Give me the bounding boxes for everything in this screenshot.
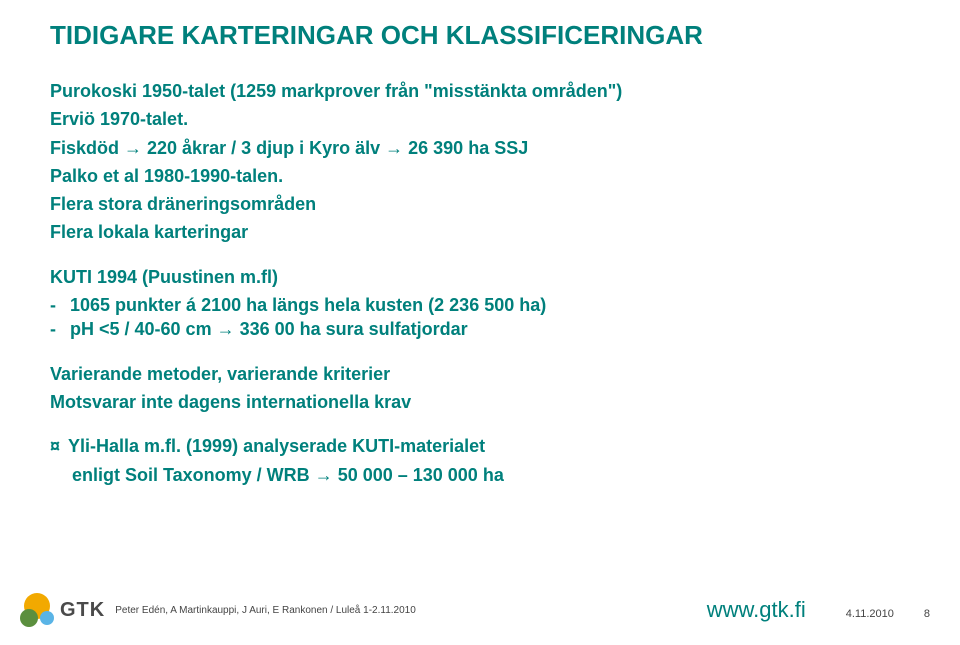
arrow-icon: → [124, 138, 142, 158]
dash-icon: - [50, 317, 70, 341]
footer-page: 8 [924, 608, 930, 620]
line-ervio: Erviö 1970-talet. [50, 107, 910, 131]
arrow-icon: → [217, 319, 235, 339]
footer-left: GTK Peter Edén, A Martinkauppi, J Auri, … [20, 593, 416, 627]
text: Yli-Halla m.fl. (1999) analyserade KUTI-… [68, 436, 485, 456]
logo-text: GTK [60, 599, 105, 622]
footer-meta: 4.11.2010 8 [846, 608, 930, 620]
line-ylihalla-2: enligt Soil Taxonomy / WRB → 50 000 – 13… [50, 463, 910, 487]
text: 336 00 ha sura sulfatjordar [235, 319, 468, 339]
text: 50 000 – 130 000 ha [333, 465, 504, 485]
slide: TIDIGARE KARTERINGAR OCH KLASSIFICERINGA… [0, 0, 960, 645]
text: pH <5 / 40-60 cm [70, 319, 217, 339]
body: Purokoski 1950-talet (1259 markprover fr… [50, 79, 910, 487]
arrow-icon: → [315, 465, 333, 485]
text: 220 åkrar / 3 djup i Kyro älv [142, 138, 385, 158]
line-fiskdod: Fiskdöd → 220 åkrar / 3 djup i Kyro älv … [50, 136, 910, 160]
text: 26 390 ha SSJ [403, 138, 528, 158]
line-varierande: Varierande metoder, varierande kriterier [50, 362, 910, 386]
dash-icon: - [50, 293, 70, 317]
footer-credits: Peter Edén, A Martinkauppi, J Auri, E Ra… [115, 605, 416, 616]
bullet-1: - 1065 punkter á 2100 ha längs hela kust… [50, 293, 910, 317]
slide-title: TIDIGARE KARTERINGAR OCH KLASSIFICERINGA… [50, 20, 910, 51]
footer-url: www.gtk.fi [707, 597, 806, 623]
line-ylihalla-1: ¤ Yli-Halla m.fl. (1999) analyserade KUTI… [50, 434, 910, 458]
footer-right: www.gtk.fi 4.11.2010 8 [707, 597, 930, 623]
arrow-icon: → [385, 138, 403, 158]
logo-mark-icon [20, 593, 54, 627]
bullet-text: 1065 punkter á 2100 ha längs hela kusten… [70, 293, 546, 317]
footer: GTK Peter Edén, A Martinkauppi, J Auri, … [0, 585, 960, 635]
line-purokoski: Purokoski 1950-talet (1259 markprover fr… [50, 79, 910, 103]
bullet-text: pH <5 / 40-60 cm → 336 00 ha sura sulfat… [70, 317, 468, 341]
logo: GTK [20, 593, 105, 627]
line-kuti: KUTI 1994 (Puustinen m.fl) [50, 265, 910, 289]
text: Fiskdöd [50, 138, 124, 158]
footer-date: 4.11.2010 [846, 608, 894, 620]
line-dranering: Flera stora dräneringsområden [50, 192, 910, 216]
currency-icon: ¤ [50, 436, 60, 456]
line-motsvarar: Motsvarar inte dagens internationella kr… [50, 390, 910, 414]
line-palko: Palko et al 1980-1990-talen. [50, 164, 910, 188]
line-lokala: Flera lokala karteringar [50, 220, 910, 244]
bullet-2: - pH <5 / 40-60 cm → 336 00 ha sura sulf… [50, 317, 910, 341]
text: enligt Soil Taxonomy / WRB [72, 465, 315, 485]
